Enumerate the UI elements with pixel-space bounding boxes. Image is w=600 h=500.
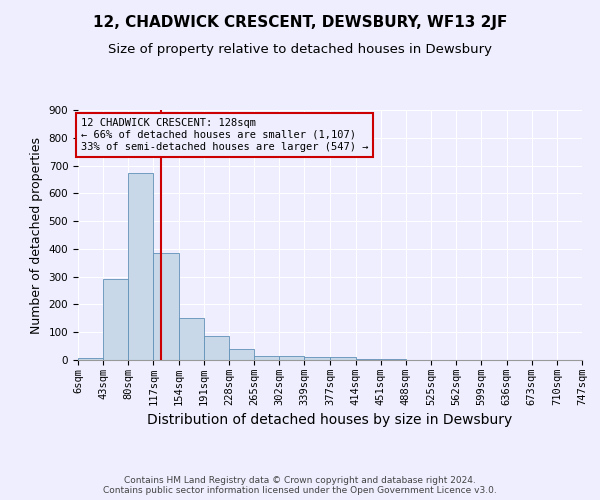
Y-axis label: Number of detached properties: Number of detached properties xyxy=(30,136,43,334)
X-axis label: Distribution of detached houses by size in Dewsbury: Distribution of detached houses by size … xyxy=(148,414,512,428)
Bar xyxy=(179,318,204,360)
Bar xyxy=(128,174,154,360)
Text: Size of property relative to detached houses in Dewsbury: Size of property relative to detached ho… xyxy=(108,42,492,56)
Text: 12, CHADWICK CRESCENT, DEWSBURY, WF13 2JF: 12, CHADWICK CRESCENT, DEWSBURY, WF13 2J… xyxy=(93,15,507,30)
Bar xyxy=(356,358,380,360)
Bar xyxy=(103,279,128,360)
Text: Contains HM Land Registry data © Crown copyright and database right 2024.
Contai: Contains HM Land Registry data © Crown c… xyxy=(103,476,497,495)
Bar xyxy=(304,357,331,360)
Bar xyxy=(254,356,280,360)
Bar xyxy=(331,357,356,360)
Bar xyxy=(204,336,229,360)
Bar xyxy=(78,358,103,360)
Text: 12 CHADWICK CRESCENT: 128sqm
← 66% of detached houses are smaller (1,107)
33% of: 12 CHADWICK CRESCENT: 128sqm ← 66% of de… xyxy=(81,118,368,152)
Bar xyxy=(280,356,304,360)
Bar xyxy=(154,253,179,360)
Bar xyxy=(229,350,254,360)
